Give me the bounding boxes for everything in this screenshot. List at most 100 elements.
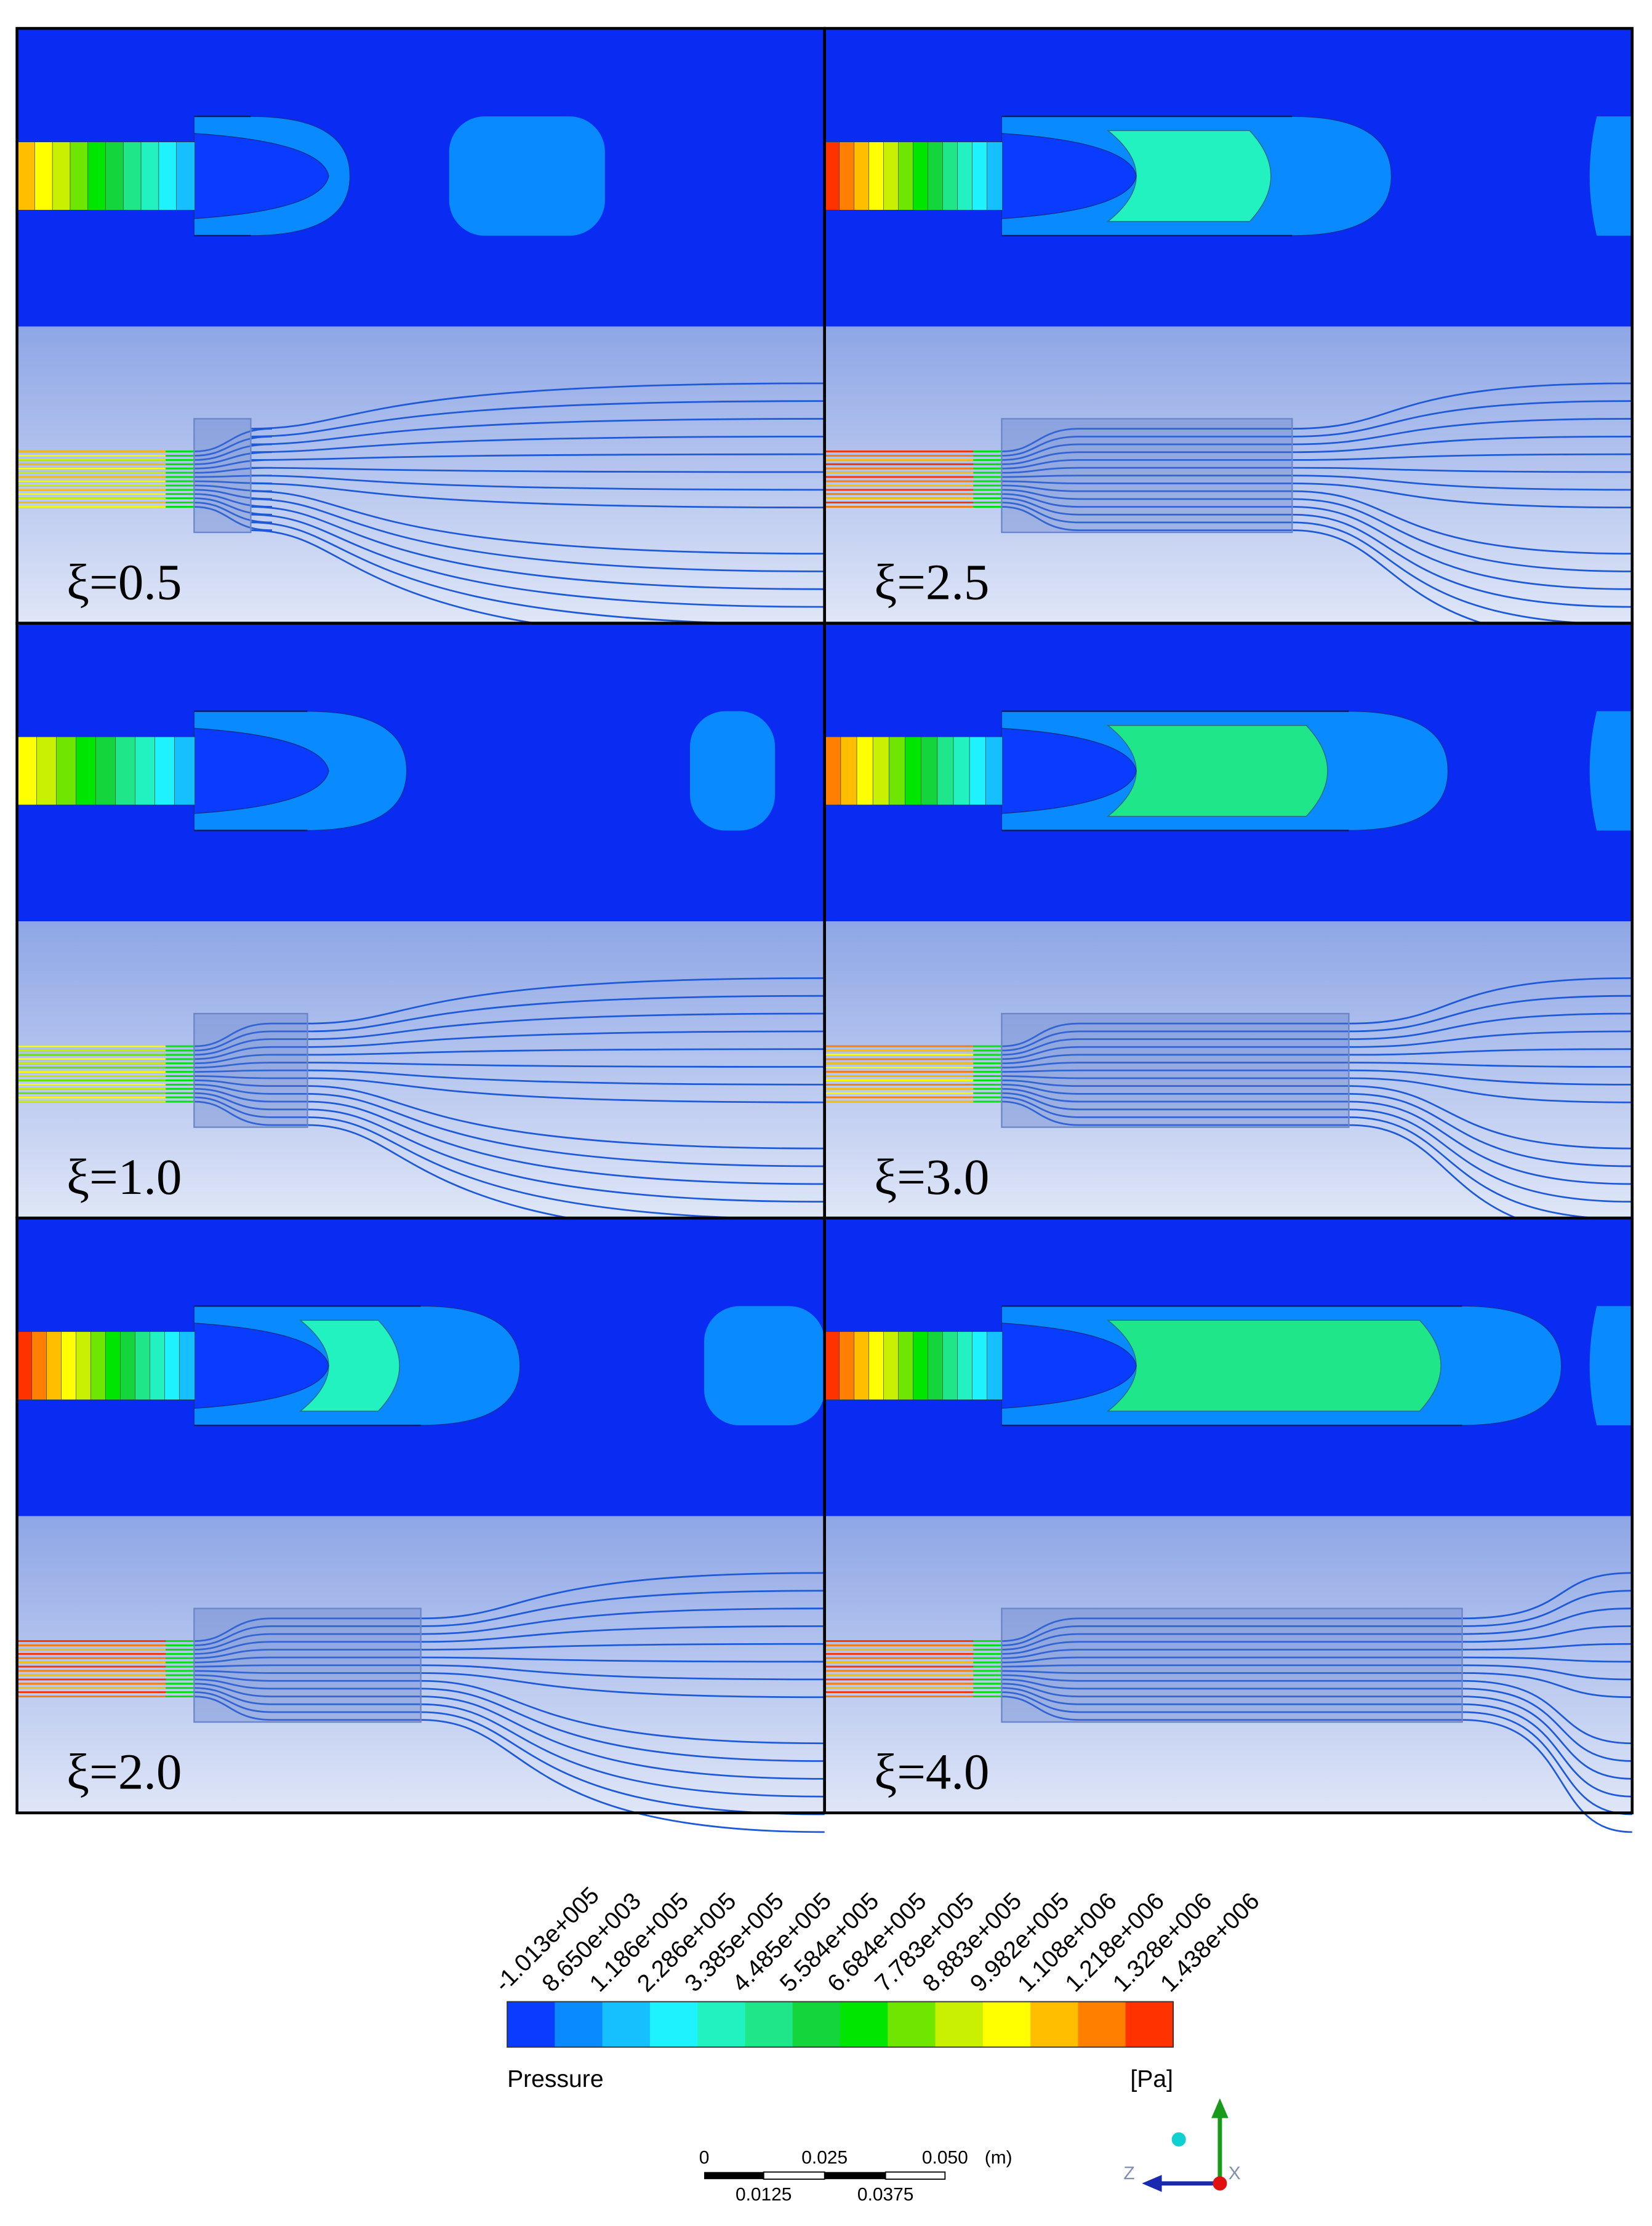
scale-segment bbox=[763, 2171, 825, 2180]
streamline bbox=[17, 1079, 825, 1150]
inlet-band bbox=[883, 142, 900, 210]
inlet-band bbox=[840, 736, 858, 806]
streamline bbox=[824, 1590, 1632, 1646]
streamline bbox=[17, 977, 825, 1047]
streamline bbox=[824, 1030, 1632, 1060]
streamline bbox=[17, 1683, 825, 1780]
chamber-box bbox=[193, 1607, 422, 1723]
colorbar-swatch bbox=[745, 2001, 793, 2048]
x-label: X bbox=[1229, 2163, 1241, 2184]
streamline bbox=[17, 1643, 825, 1659]
colorbar-swatch bbox=[507, 2001, 556, 2048]
inlet-band bbox=[854, 142, 870, 210]
streamline bbox=[824, 1625, 1632, 1655]
inlet-band bbox=[135, 1331, 151, 1400]
streamline bbox=[824, 489, 1632, 572]
chamber-box bbox=[1001, 1607, 1463, 1723]
inlet-band bbox=[76, 736, 97, 806]
colorbar-swatch bbox=[792, 2001, 841, 2048]
streamline bbox=[824, 1092, 1632, 1203]
streamline bbox=[824, 1683, 1632, 1780]
inlet-band bbox=[95, 736, 116, 806]
streamline bbox=[824, 1083, 1632, 1167]
scale-label: 0.0125 bbox=[736, 2184, 792, 2204]
streamline bbox=[824, 474, 1632, 491]
contour-cusp bbox=[193, 727, 329, 814]
inlet-band bbox=[115, 736, 136, 806]
panel-label: ξ=0.5 bbox=[66, 553, 182, 610]
inlet-band bbox=[158, 142, 178, 210]
triad-ball bbox=[1171, 2132, 1186, 2147]
colorbar-swatch bbox=[1030, 2001, 1079, 2048]
streamline bbox=[17, 1691, 825, 1816]
inlet-band bbox=[868, 142, 885, 210]
streamline bbox=[17, 995, 825, 1052]
panel-grid: ξ=0.5 ξ=2.5 ξ=1.0 ξ=3.0 ξ=2.0 ξ=4.0 bbox=[15, 26, 1634, 1833]
streamline bbox=[17, 1075, 825, 1103]
streamline bbox=[17, 1069, 825, 1086]
contour-region bbox=[1107, 725, 1328, 817]
streamline bbox=[824, 1674, 1632, 1745]
inlet-band bbox=[61, 1331, 78, 1400]
inlet-band bbox=[17, 736, 38, 806]
streamline bbox=[824, 466, 1632, 474]
contour-cusp bbox=[1001, 1323, 1137, 1409]
streamline bbox=[17, 484, 825, 555]
streamline bbox=[824, 1062, 1632, 1069]
inlet-band bbox=[872, 736, 890, 806]
panel: ξ=3.0 bbox=[823, 622, 1634, 1238]
inlet-band bbox=[46, 1331, 63, 1400]
streamline bbox=[824, 493, 1632, 590]
inlet-band bbox=[985, 736, 1003, 806]
streamline bbox=[17, 1656, 825, 1663]
streamline bbox=[824, 502, 1632, 626]
streamline bbox=[824, 497, 1632, 608]
streamline bbox=[824, 995, 1632, 1052]
panel: ξ=2.0 bbox=[15, 1216, 826, 1833]
inlet-band bbox=[913, 142, 929, 210]
streamline bbox=[824, 453, 1632, 470]
colorbar-swatch bbox=[888, 2001, 936, 2048]
inlet-band bbox=[898, 142, 915, 210]
streamline bbox=[17, 435, 825, 465]
scale-label: 0.0375 bbox=[857, 2184, 913, 2204]
panel: ξ=2.5 bbox=[823, 26, 1634, 644]
inlet-band bbox=[953, 736, 971, 806]
scale-label: 0.025 bbox=[801, 2147, 848, 2168]
streamline bbox=[17, 474, 825, 491]
contour-blob bbox=[1589, 1306, 1632, 1425]
colorbar-swatch bbox=[697, 2001, 746, 2048]
streamline bbox=[824, 1079, 1632, 1150]
inlet-band bbox=[34, 142, 54, 210]
streamline bbox=[17, 480, 825, 509]
contour-blob bbox=[704, 1306, 825, 1425]
panel-label: ξ=2.0 bbox=[66, 1743, 182, 1800]
inlet-band bbox=[36, 736, 58, 806]
colorbar-swatch bbox=[1078, 2001, 1126, 2048]
streamline bbox=[824, 1607, 1632, 1651]
scale-segment bbox=[704, 2172, 764, 2179]
streamline bbox=[824, 1572, 1632, 1642]
streamline bbox=[824, 1670, 1632, 1699]
colorbar-swatch bbox=[935, 2001, 984, 2048]
colorbar: Pressure [Pa] -1.013e+0058.650e+0031.186… bbox=[489, 1882, 1264, 2092]
streamline bbox=[17, 466, 825, 474]
scale-bar: 0 0.025 0.050 (m) 0.0125 0.0375 bbox=[699, 2147, 1012, 2204]
inlet-band bbox=[913, 1331, 929, 1400]
streamline bbox=[17, 1687, 825, 1798]
inlet-band bbox=[179, 1331, 195, 1400]
contour-blob bbox=[449, 116, 605, 236]
panel: ξ=4.0 bbox=[823, 1216, 1634, 1833]
colorbar-swatch bbox=[649, 2001, 699, 2048]
streamline bbox=[17, 1664, 825, 1681]
panel: ξ=0.5 bbox=[15, 26, 826, 644]
inlet-band bbox=[928, 142, 944, 210]
inlet-band bbox=[905, 736, 923, 806]
inlet-band bbox=[957, 142, 973, 210]
scale-segment bbox=[824, 2172, 886, 2179]
streamline bbox=[17, 400, 825, 457]
inlet-band bbox=[987, 142, 1003, 210]
colorbar-swatch bbox=[982, 2001, 1032, 2048]
inlet-band bbox=[888, 736, 906, 806]
panel-label: ξ=4.0 bbox=[874, 1743, 989, 1800]
